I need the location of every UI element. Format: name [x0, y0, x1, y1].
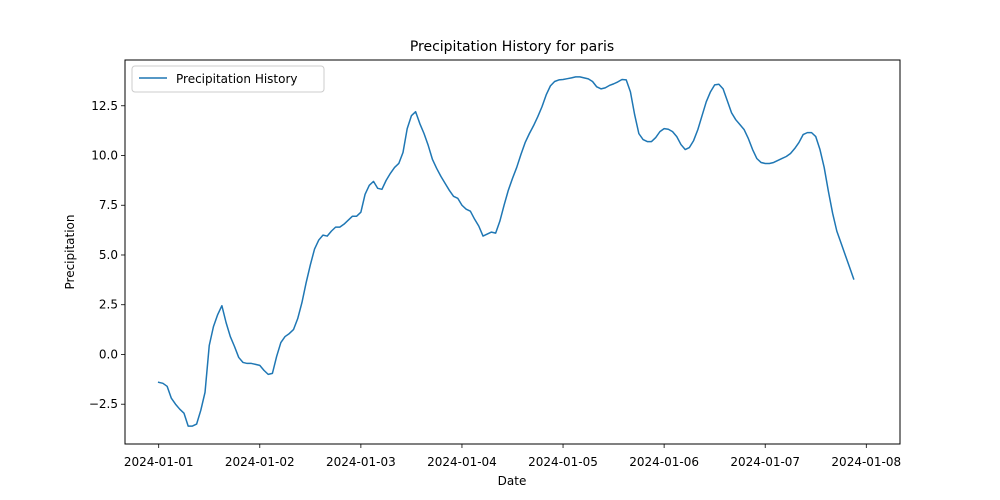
x-tick-label: 2024-01-06 [629, 455, 699, 469]
x-axis-label: Date [498, 474, 527, 488]
x-axis: 2024-01-01 2024-01-02 2024-01-03 2024-01-04… [124, 444, 901, 469]
series-layer [157, 76, 855, 427]
legend-label: Precipitation History [176, 72, 298, 86]
x-tick-label: 2024-01-03 [326, 455, 396, 469]
series-line-0 [157, 76, 855, 427]
plot-frame [124, 59, 901, 445]
x-tick-label: 2024-01-04 [427, 455, 497, 469]
x-tick-label: 2024-01-02 [225, 455, 295, 469]
legend: Precipitation History [131, 65, 325, 93]
x-tick-label: 2024-01-07 [730, 455, 800, 469]
y-axis-label: Precipitation [63, 214, 77, 289]
y-axis: −2.5 0.0 2.5 5.0 7.5 10.0 12.5 [89, 99, 125, 411]
y-tick-label: 7.5 [99, 198, 118, 212]
x-tick-label: 2024-01-08 [831, 455, 901, 469]
y-tick-label: 2.5 [99, 298, 118, 312]
y-tick-label: 10.0 [91, 149, 118, 163]
y-tick-label: −2.5 [89, 397, 118, 411]
x-tick-label: 2024-01-05 [528, 455, 598, 469]
y-tick-label: 0.0 [99, 347, 118, 361]
chart-title: Precipitation History for paris [410, 39, 614, 55]
x-tick-label: 2024-01-01 [124, 455, 194, 469]
y-tick-label: 12.5 [91, 99, 118, 113]
legend-box [131, 65, 325, 93]
y-tick-label: 5.0 [99, 248, 118, 262]
